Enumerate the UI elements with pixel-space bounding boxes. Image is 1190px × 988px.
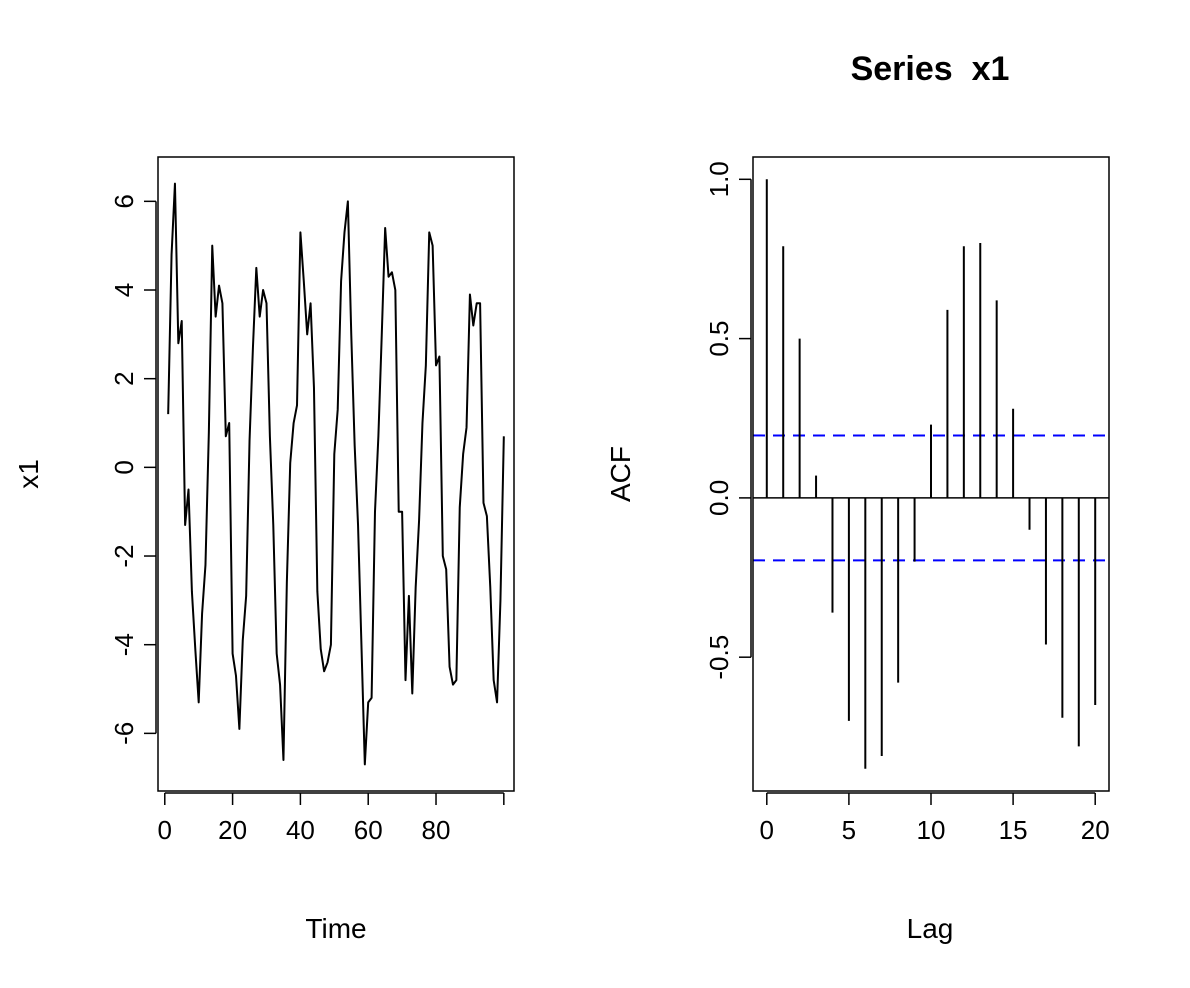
time-series-y-tick-label: 4 [109, 283, 139, 297]
acf-x-tick-label: 5 [842, 815, 856, 845]
time-series-y-tick-label: -2 [109, 544, 139, 567]
acf-x-tick-label: 0 [760, 815, 774, 845]
acf-x-tick-label: 15 [999, 815, 1028, 845]
time-series-x-tick-label: 20 [218, 815, 247, 845]
time-series-y-tick-label: 6 [109, 194, 139, 208]
time-series-marks [167, 182, 505, 766]
time-series-y-tick-label: -4 [109, 633, 139, 656]
time-series-x-label: Time [305, 913, 366, 944]
time-series-y-label: x1 [13, 459, 44, 489]
acf-x-axis: 0 5 10 15 20 [760, 792, 1110, 845]
acf-x-label: Lag [907, 913, 954, 944]
time-series-y-tick-label: 0 [109, 460, 139, 474]
acf-x-tick-label: 10 [917, 815, 946, 845]
time-series-y-tick-label: 2 [109, 371, 139, 385]
acf-x-tick-label: 20 [1081, 815, 1110, 845]
time-series-plot-box [157, 156, 515, 792]
acf-y-tick-label: 0.0 [704, 480, 734, 516]
time-series-x-tick-label: 40 [286, 815, 315, 845]
acf-marks [753, 179, 1109, 769]
acf-panel: Series x1 0 5 10 15 20 -0.5 0.0 0.5 1.0 Lag ACF [605, 50, 1110, 944]
time-series-x-axis: 0 20 40 60 80 [158, 792, 505, 845]
acf-y-tick-label: 0.5 [704, 321, 734, 357]
time-series-x-tick-label: 60 [354, 815, 383, 845]
time-series-y-tick-label: -6 [109, 722, 139, 745]
acf-y-axis: -0.5 0.0 0.5 1.0 [704, 161, 752, 680]
acf-plot-box [752, 156, 1110, 792]
time-series-line [167, 182, 505, 766]
time-series-x-tick-label: 0 [158, 815, 172, 845]
acf-title: Series x1 [851, 50, 1010, 88]
acf-y-label: ACF [605, 446, 636, 502]
acf-y-tick-label: 1.0 [704, 161, 734, 197]
time-series-y-axis: -6 -4 -2 0 2 4 6 [109, 194, 157, 745]
time-series-x-tick-label: 80 [422, 815, 451, 845]
acf-y-tick-label: -0.5 [704, 635, 734, 680]
time-series-panel: 0 20 40 60 80 -6 -4 -2 0 2 4 6 Time x1 [13, 156, 515, 944]
